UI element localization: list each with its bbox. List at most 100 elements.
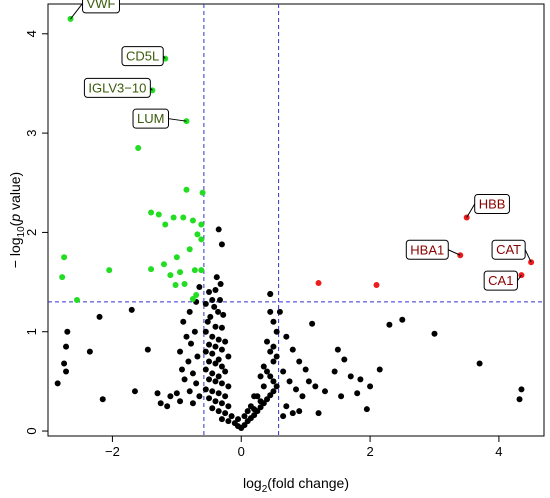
point-ns [276, 308, 283, 315]
point-ns [273, 328, 280, 335]
point-ns [196, 393, 203, 400]
point-ns [296, 408, 303, 415]
annotation-CA1: CA1 [483, 270, 522, 291]
point-ns [181, 376, 188, 383]
point-down [199, 189, 206, 196]
point-ns [264, 368, 271, 375]
annotation-leader [524, 249, 532, 263]
point-ns [63, 343, 70, 350]
point-ns [157, 400, 164, 407]
point-ns [209, 388, 216, 395]
point-ns [188, 340, 195, 347]
y-tick-label: 3 [24, 129, 39, 136]
point-ns [207, 313, 214, 320]
point-ns [264, 396, 271, 403]
point-ns [212, 343, 219, 350]
annotation-label: LUM [137, 111, 164, 126]
point-ns [341, 356, 348, 363]
point-down [194, 231, 201, 238]
point-down [135, 145, 142, 151]
point-ns [283, 333, 290, 340]
point-ns [209, 296, 216, 303]
annotation-leader [70, 3, 83, 20]
point-ns [204, 318, 211, 325]
point-ns [270, 388, 277, 395]
point-ns [289, 346, 296, 353]
point-ns [173, 390, 180, 397]
point-ns [386, 321, 393, 328]
point-ns [154, 390, 161, 397]
data-points [54, 15, 535, 432]
point-ns [315, 410, 322, 417]
threshold-lines [48, 4, 544, 436]
point-ns [260, 363, 267, 370]
point-ns [363, 406, 370, 413]
point-ns [218, 416, 225, 423]
point-ns [334, 346, 341, 353]
point-down [167, 272, 174, 279]
point-up [457, 252, 464, 259]
y-axis-title-lead: − log [7, 237, 23, 268]
annotation-label: CAT [496, 242, 521, 257]
point-down [73, 296, 80, 303]
point-ns [196, 284, 203, 291]
point-ns [257, 373, 264, 380]
point-ns [225, 403, 232, 410]
point-ns [270, 318, 277, 325]
point-ns [257, 398, 264, 405]
point-ns [267, 348, 274, 355]
point-down [173, 254, 180, 261]
point-down [155, 211, 162, 218]
point-ns [212, 323, 219, 330]
point-down [189, 217, 196, 224]
point-ns [293, 386, 299, 393]
point-ns [194, 353, 201, 360]
point-down [160, 261, 167, 268]
point-ns [267, 373, 274, 380]
x-tick-label: 4 [495, 444, 502, 459]
point-ns [218, 324, 225, 331]
point-down [198, 221, 205, 228]
point-down [177, 269, 184, 276]
point-down [189, 295, 196, 302]
point-ns [286, 378, 293, 385]
x-tick-label: 0 [238, 444, 245, 459]
point-ns [235, 416, 242, 423]
point-down [180, 214, 187, 221]
annotation-label: HBB [479, 197, 506, 212]
point-ns [241, 422, 248, 429]
point-ns [257, 404, 264, 411]
point-ns [177, 348, 184, 355]
point-up [315, 280, 322, 287]
point-ns [270, 343, 277, 350]
annotation-box [474, 194, 510, 215]
point-ns [305, 378, 312, 385]
point-ns [228, 413, 235, 420]
point-ns [299, 393, 306, 400]
point-ns [225, 418, 232, 425]
y-axis-title-tail: value) [7, 172, 23, 214]
point-ns [273, 383, 280, 390]
x-axis-title-main: log [243, 475, 262, 491]
point-ns [212, 398, 219, 405]
point-ns [189, 370, 196, 377]
point-ns [222, 410, 229, 417]
point-ns [225, 353, 232, 360]
point-ns [218, 380, 225, 387]
point-ns [273, 353, 280, 360]
point-ns [177, 398, 184, 405]
point-ns [185, 358, 192, 365]
point-ns [99, 396, 106, 403]
point-ns [222, 338, 229, 345]
y-tick-label: 4 [24, 30, 39, 37]
annotation-leader [168, 118, 187, 122]
point-down [59, 274, 66, 281]
annotation-box [405, 239, 449, 260]
point-ns [202, 348, 209, 355]
point-ns [270, 358, 277, 365]
point-ns [215, 390, 222, 397]
point-ns [218, 400, 225, 407]
point-ns [280, 368, 287, 375]
point-ns [209, 370, 216, 377]
point-ns [218, 241, 225, 248]
